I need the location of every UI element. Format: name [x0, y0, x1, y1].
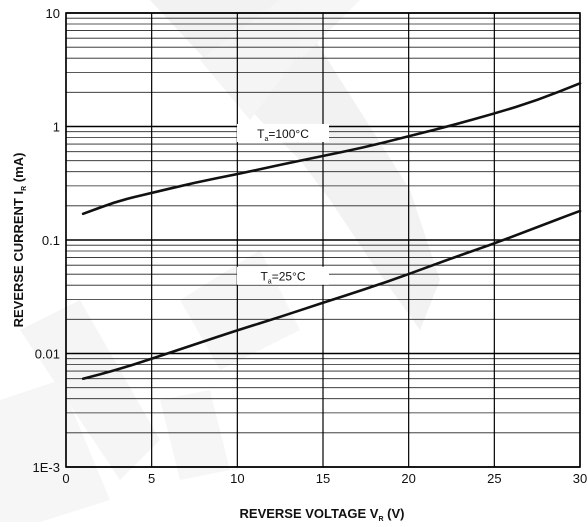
series-line-1 — [81, 82, 582, 216]
x-tick-label: 25 — [487, 471, 501, 486]
curve-labels: Ta=100°C Ta=25°C — [237, 123, 329, 286]
x-tick-label: 20 — [401, 471, 415, 486]
x-tick-label: 10 — [230, 471, 244, 486]
series-label-text: Ta=100°C — [257, 127, 309, 143]
series-label-2: Ta=25°C — [237, 266, 329, 286]
y-axis-ticks: 1E-3 0.01 0.1 1 10 — [33, 6, 60, 475]
plot-frame — [65, 12, 581, 468]
y-tick-label: 0.1 — [42, 233, 60, 248]
x-tick-label: 30 — [573, 471, 587, 486]
y-tick-label: 0.01 — [35, 347, 60, 362]
curves — [81, 82, 582, 380]
x-axis-label: REVERSE VOLTAGE VR (V) — [240, 506, 405, 522]
series-label-background — [237, 266, 329, 285]
y-tick-label: 1 — [53, 120, 60, 135]
series-label-text: Ta=25°C — [260, 270, 305, 286]
series-line-2 — [81, 209, 582, 380]
grid — [65, 12, 581, 468]
y-axis-label: REVERSE CURRENT IR (mA) — [11, 153, 28, 328]
y-tick-label: 1E-3 — [33, 460, 60, 475]
series-label-1: Ta=100°C — [237, 123, 329, 143]
x-tick-label: 0 — [62, 471, 69, 486]
x-tick-label: 5 — [148, 471, 155, 486]
y-tick-label: 10 — [46, 6, 60, 21]
x-axis-ticks: 0 5 10 15 20 25 30 — [62, 471, 587, 486]
x-tick-label: 15 — [316, 471, 330, 486]
series-label-background — [237, 123, 329, 142]
